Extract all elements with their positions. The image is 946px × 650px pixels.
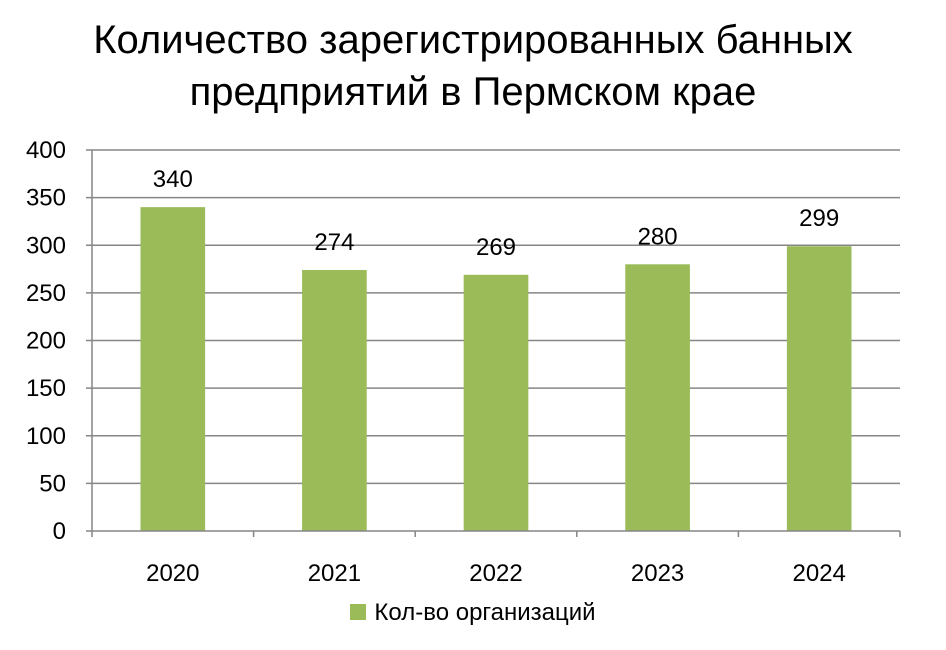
bars <box>140 207 852 531</box>
data-label: 340 <box>153 166 193 193</box>
y-tick-label: 150 <box>26 375 66 402</box>
chart-title-line-1: Количество зарегистрированных банных <box>93 18 853 62</box>
legend: Кол-во организаций <box>0 598 946 628</box>
data-label: 274 <box>314 229 354 256</box>
y-tick-label: 0 <box>53 518 66 545</box>
bar-2020 <box>140 207 206 531</box>
y-tick-label: 400 <box>26 137 66 164</box>
x-tick-label: 2024 <box>793 560 846 587</box>
x-tick-label: 2021 <box>308 560 361 587</box>
x-tick-label: 2022 <box>469 560 522 587</box>
data-label: 280 <box>638 223 678 250</box>
bar-2023 <box>625 264 690 531</box>
y-tick-label: 50 <box>39 470 66 497</box>
y-tick-label: 300 <box>26 232 66 259</box>
chart-title-line-2: предприятий в Пермском крае <box>189 70 757 114</box>
y-tick-label: 200 <box>26 328 66 355</box>
legend-label: Кол-во организаций <box>374 599 596 626</box>
x-tick-label: 2023 <box>631 560 684 587</box>
y-tick-label: 250 <box>26 280 66 307</box>
labels: 0 50 100 150 200 250 300 350 400 2020 340 2021 274 20… <box>26 137 846 587</box>
chart-title: Количество зарегистрированных банных пре… <box>0 14 946 118</box>
bar-2022 <box>463 274 529 531</box>
data-label: 299 <box>799 205 839 232</box>
legend-swatch <box>350 603 367 620</box>
bar-2021 <box>302 270 367 531</box>
bar-2024 <box>786 246 852 531</box>
y-tick-label: 350 <box>26 185 66 212</box>
y-tick-label: 100 <box>26 423 66 450</box>
data-label: 269 <box>476 234 516 261</box>
x-tick-label: 2020 <box>146 560 199 587</box>
axes <box>86 149 901 537</box>
